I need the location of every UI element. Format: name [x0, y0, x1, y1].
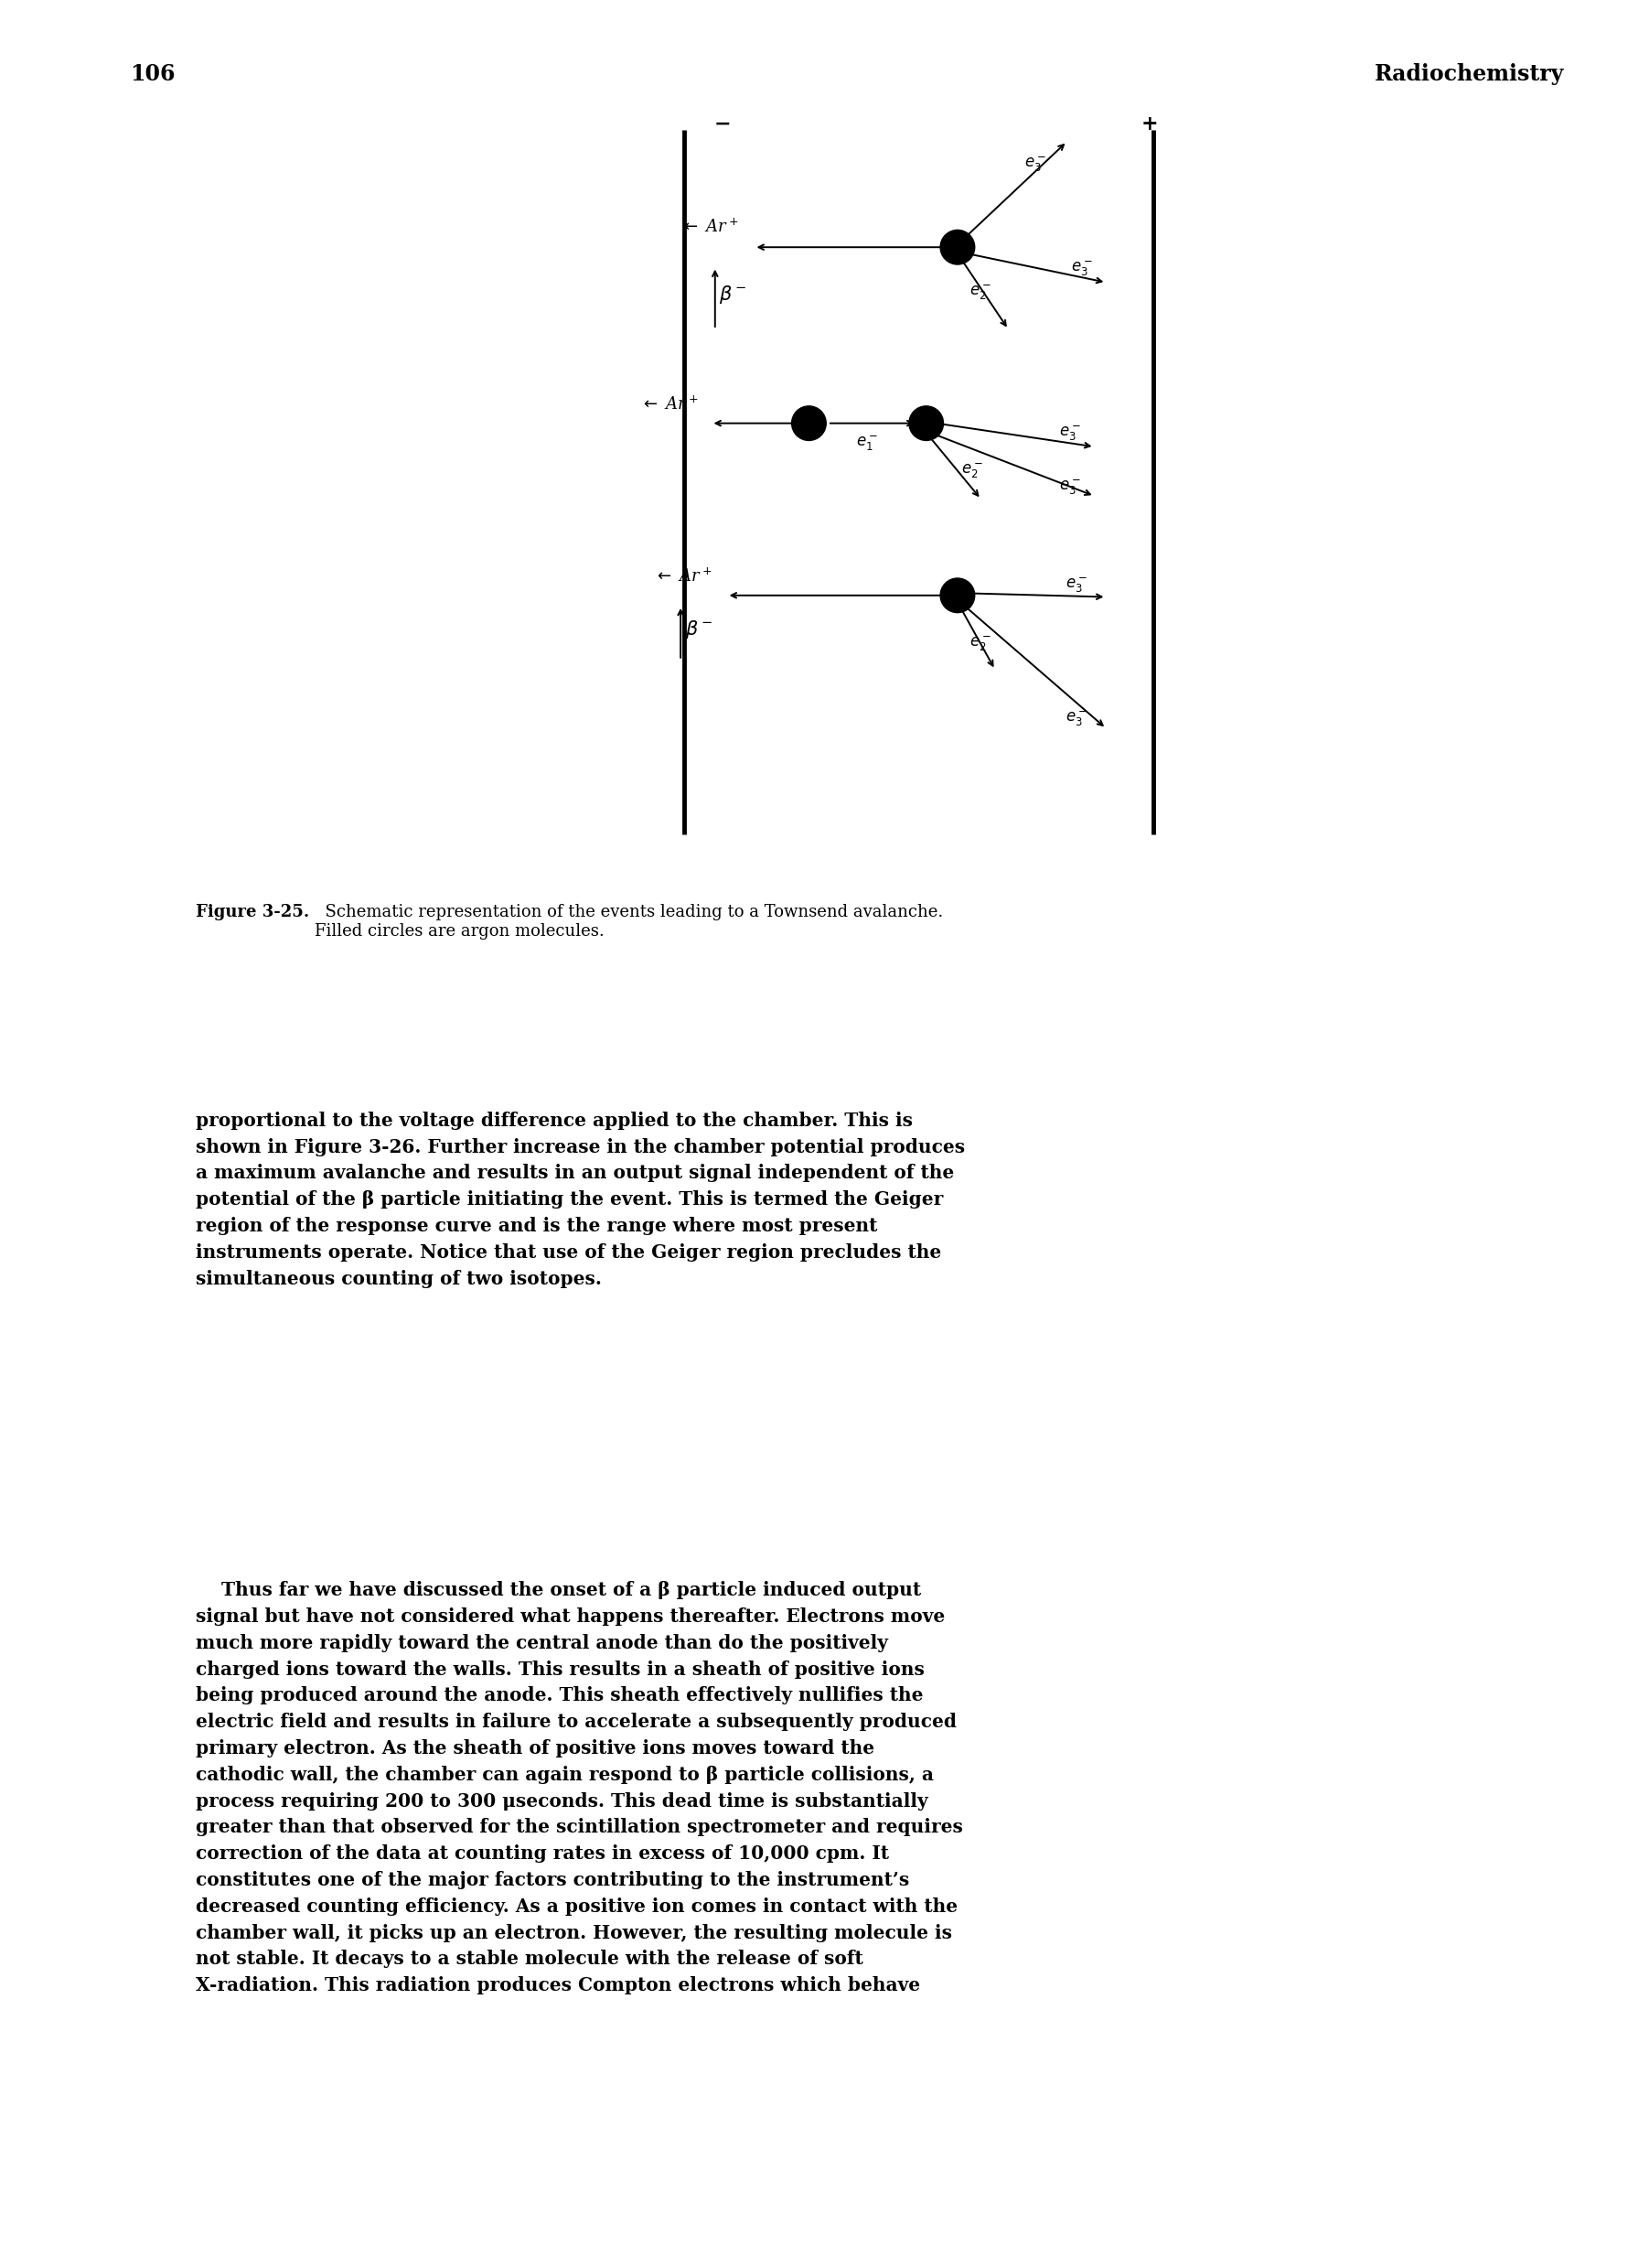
Text: $e_3^-$: $e_3^-$ [1024, 154, 1045, 175]
Text: $e_2^-$: $e_2^-$ [969, 635, 990, 653]
Text: $\leftarrow$ Ar$^+$: $\leftarrow$ Ar$^+$ [681, 218, 737, 236]
Text: $e_3^-$: $e_3^-$ [1065, 576, 1086, 594]
Text: $e_3^-$: $e_3^-$ [1058, 479, 1081, 497]
Text: $e_3^-$: $e_3^-$ [1058, 424, 1081, 442]
Text: $e_3^-$: $e_3^-$ [1070, 259, 1092, 279]
Text: proportional to the voltage difference applied to the chamber. This is
shown in : proportional to the voltage difference a… [195, 1111, 964, 1288]
Text: $e_1^-$: $e_1^-$ [855, 433, 877, 454]
Text: $e_3^-$: $e_3^-$ [1065, 708, 1086, 728]
Text: Thus far we have discussed the onset of a β particle induced output
signal but h: Thus far we have discussed the onset of … [195, 1581, 962, 1994]
Text: $e_2^-$: $e_2^-$ [961, 460, 983, 481]
Text: $\beta^-$: $\beta^-$ [718, 284, 746, 306]
Text: $\leftarrow$ Ar$^+$: $\leftarrow$ Ar$^+$ [640, 395, 697, 413]
Text: Figure 3-25.: Figure 3-25. [195, 905, 309, 921]
Text: $\leftarrow$ Ar$^+$: $\leftarrow$ Ar$^+$ [653, 567, 711, 585]
Text: −: − [715, 113, 731, 134]
Text: +: + [1140, 113, 1158, 134]
Circle shape [939, 578, 974, 612]
Text: Radiochemistry: Radiochemistry [1374, 64, 1563, 86]
Text: $e_2^-$: $e_2^-$ [969, 284, 990, 302]
Circle shape [908, 406, 943, 440]
Text: $\beta^-$: $\beta^-$ [685, 619, 713, 640]
Circle shape [939, 229, 974, 265]
Circle shape [791, 406, 825, 440]
Text: Schematic representation of the events leading to a Townsend avalanche.
Filled c: Schematic representation of the events l… [314, 905, 943, 939]
Text: 106: 106 [130, 64, 176, 86]
